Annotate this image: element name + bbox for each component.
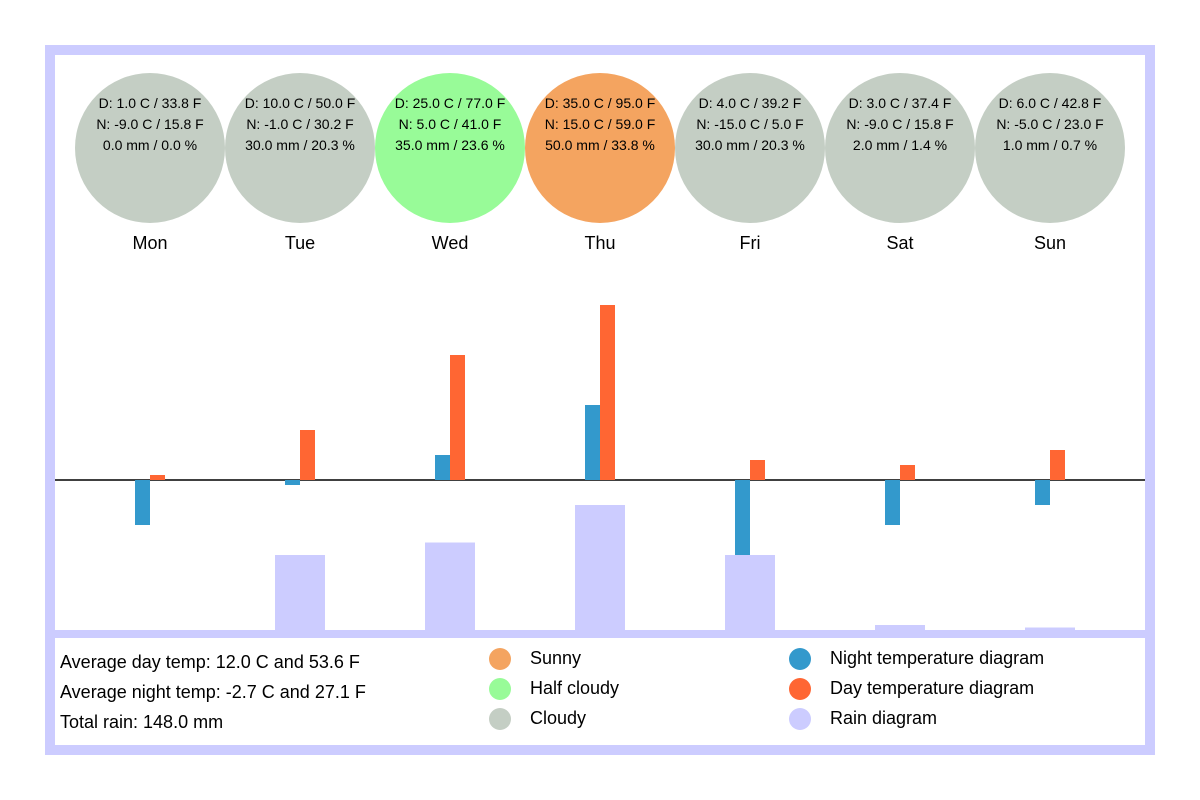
rain-bar-wed: [425, 542, 475, 630]
circle-text-thu-1: D: 35.0 C / 95.0 F: [545, 95, 656, 111]
rain-bar-tue: [275, 555, 325, 630]
weather-circle-thu: [525, 73, 675, 223]
night-bar-fri: [735, 480, 750, 555]
circle-text-tue-1: D: 10.0 C / 50.0 F: [245, 95, 356, 111]
day-bar-mon: [150, 475, 165, 480]
day-label-wed: Wed: [432, 233, 469, 253]
circle-text-mon-2: N: -9.0 C / 15.8 F: [96, 116, 203, 132]
circle-text-wed-2: N: 5.0 C / 41.0 F: [399, 116, 502, 132]
rain-bar-fri: [725, 555, 775, 630]
legend-cloudy-label: Cloudy: [530, 708, 587, 728]
day-bar-thu: [600, 305, 615, 480]
total-rain: Total rain: 148.0 mm: [60, 712, 224, 732]
avg-night-temp: Average night temp: -2.7 C and 27.1 F: [60, 682, 366, 702]
circle-text-wed-1: D: 25.0 C / 77.0 F: [395, 95, 506, 111]
circle-text-fri-3: 30.0 mm / 20.3 %: [695, 137, 805, 153]
legend-sunny-marker: [489, 648, 511, 670]
day-label-fri: Fri: [740, 233, 761, 253]
circle-text-tue-2: N: -1.0 C / 30.2 F: [246, 116, 353, 132]
legend-sunny-label: Sunny: [530, 648, 582, 668]
avg-day-temp: Average day temp: 12.0 C and 53.6 F: [60, 652, 360, 672]
rain-bar-thu: [575, 505, 625, 630]
day-label-mon: Mon: [132, 233, 167, 253]
circle-text-fri-1: D: 4.0 C / 39.2 F: [699, 95, 802, 111]
day-bar-sun: [1050, 450, 1065, 480]
circle-text-mon-1: D: 1.0 C / 33.8 F: [99, 95, 202, 111]
day-label-thu: Thu: [584, 233, 615, 253]
circle-text-fri-2: N: -15.0 C / 5.0 F: [696, 116, 803, 132]
night-bar-sat: [885, 480, 900, 525]
circle-text-wed-3: 35.0 mm / 23.6 %: [395, 137, 505, 153]
legend-rain-marker: [789, 708, 811, 730]
circle-text-sun-2: N: -5.0 C / 23.0 F: [996, 116, 1103, 132]
night-bar-mon: [135, 480, 150, 525]
day-label-sun: Sun: [1034, 233, 1066, 253]
legend-day-marker: [789, 678, 811, 700]
circle-text-sat-1: D: 3.0 C / 37.4 F: [849, 95, 952, 111]
legend-half-cloudy-label: Half cloudy: [530, 678, 620, 698]
legend-half-cloudy-marker: [489, 678, 511, 700]
night-bar-tue: [285, 480, 300, 485]
legend-day-label: Day temperature diagram: [830, 678, 1035, 698]
legend-night-label: Night temperature diagram: [830, 648, 1045, 668]
legend-cloudy-marker: [489, 708, 511, 730]
day-bar-wed: [450, 355, 465, 480]
circle-text-sun-3: 1.0 mm / 0.7 %: [1003, 137, 1097, 153]
rain-bar-sun: [1025, 627, 1075, 630]
weather-circle-wed: [375, 73, 525, 223]
day-label-tue: Tue: [285, 233, 315, 253]
rain-bar-sat: [875, 625, 925, 630]
day-bar-tue: [300, 430, 315, 480]
legend-rain-label: Rain diagram: [830, 708, 938, 728]
circle-text-sat-2: N: -9.0 C / 15.8 F: [846, 116, 953, 132]
day-bar-sat: [900, 465, 915, 480]
day-label-sat: Sat: [886, 233, 913, 253]
night-bar-wed: [435, 455, 450, 480]
weather-circle-mon: [75, 73, 225, 223]
circle-text-tue-3: 30.0 mm / 20.3 %: [245, 137, 355, 153]
day-bar-fri: [750, 460, 765, 480]
weather-circle-sun: [975, 73, 1125, 223]
legend-night-marker: [789, 648, 811, 670]
night-bar-thu: [585, 405, 600, 480]
circle-text-sun-1: D: 6.0 C / 42.8 F: [999, 95, 1102, 111]
night-bar-sun: [1035, 480, 1050, 505]
circle-text-sat-3: 2.0 mm / 1.4 %: [853, 137, 947, 153]
legend-panel: [55, 638, 1145, 745]
circle-text-thu-2: N: 15.0 C / 59.0 F: [545, 116, 656, 132]
weather-circle-tue: [225, 73, 375, 223]
circle-text-thu-3: 50.0 mm / 33.8 %: [545, 137, 655, 153]
weather-circle-sat: [825, 73, 975, 223]
weather-circle-fri: [675, 73, 825, 223]
circle-text-mon-3: 0.0 mm / 0.0 %: [103, 137, 197, 153]
